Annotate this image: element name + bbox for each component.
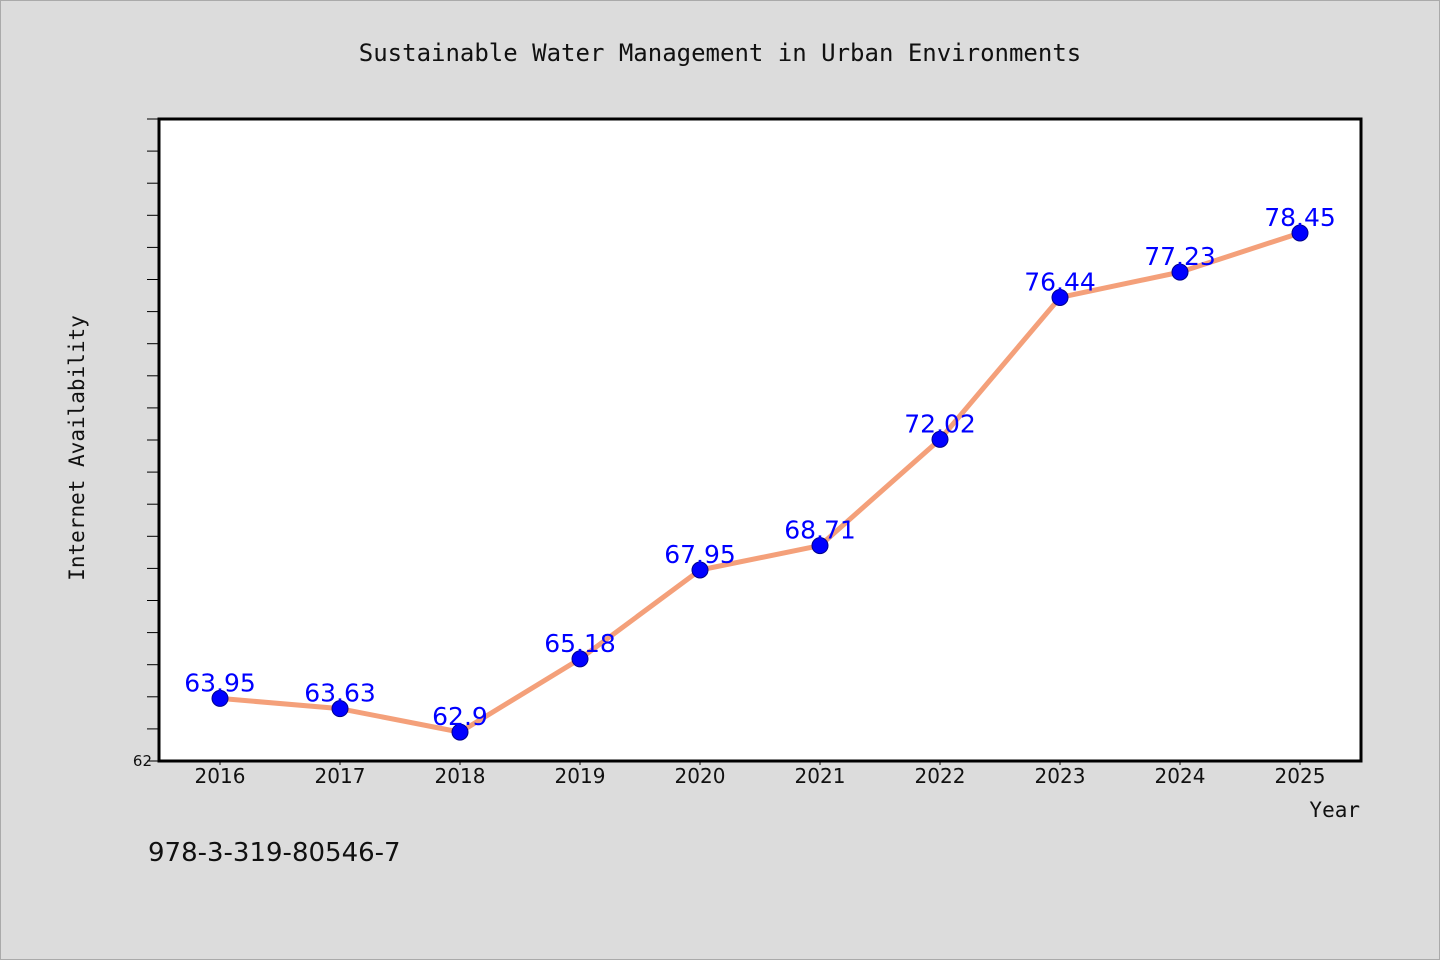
data-point: [211, 689, 229, 707]
x-tick-label: 2017: [315, 764, 366, 788]
data-label: 62.9: [432, 702, 488, 731]
data-point: [571, 650, 589, 668]
data-markers: [211, 224, 1309, 741]
data-label: 72.02: [904, 409, 976, 438]
data-label: 63.95: [184, 668, 256, 697]
x-tick-label: 2016: [195, 764, 246, 788]
x-tick-label: 2019: [555, 764, 606, 788]
x-tick-label: 2025: [1275, 764, 1326, 788]
series-line: [219, 230, 1301, 735]
data-point: [811, 537, 829, 555]
x-axis-ticks: 2016 2017 2018 2019 2020 2021 2022 2023 2024 2025: [195, 761, 1326, 788]
data-point: [331, 700, 349, 718]
data-label: 63.63: [304, 679, 376, 708]
x-tick-label: 2024: [1155, 764, 1206, 788]
data-point: [1171, 263, 1189, 281]
plot-area: [157, 117, 1363, 763]
data-point: [931, 430, 949, 448]
x-tick-label: 2020: [675, 764, 726, 788]
x-tick-label: 2021: [795, 764, 846, 788]
data-label: 68.71: [784, 516, 856, 545]
data-label: 76.44: [1024, 267, 1096, 296]
footnote-isbn: 978-3-319-80546-7: [148, 838, 401, 868]
y-axis-label: Internet Availability: [65, 315, 89, 581]
data-label: 65.18: [544, 629, 616, 658]
y-tick-label: 62: [133, 752, 152, 770]
data-point: [451, 723, 469, 741]
data-point: [1291, 224, 1309, 242]
x-tick-label: 2023: [1035, 764, 1086, 788]
x-tick-label: 2018: [435, 764, 486, 788]
data-point: [1051, 288, 1069, 306]
x-tick-label: 2022: [915, 764, 966, 788]
data-labels: 63.95 63.63 62.9 65.18 67.95 68.71 72.02 76.44 7…: [184, 203, 1336, 731]
y-axis-ticks: [147, 118, 159, 762]
data-label: 78.45: [1264, 203, 1336, 232]
data-label: 67.95: [664, 540, 736, 569]
data-point: [691, 561, 709, 579]
x-axis-label: Year: [1309, 798, 1360, 822]
chart-title: Sustainable Water Management in Urban En…: [359, 39, 1081, 67]
data-label: 77.23: [1144, 242, 1216, 271]
